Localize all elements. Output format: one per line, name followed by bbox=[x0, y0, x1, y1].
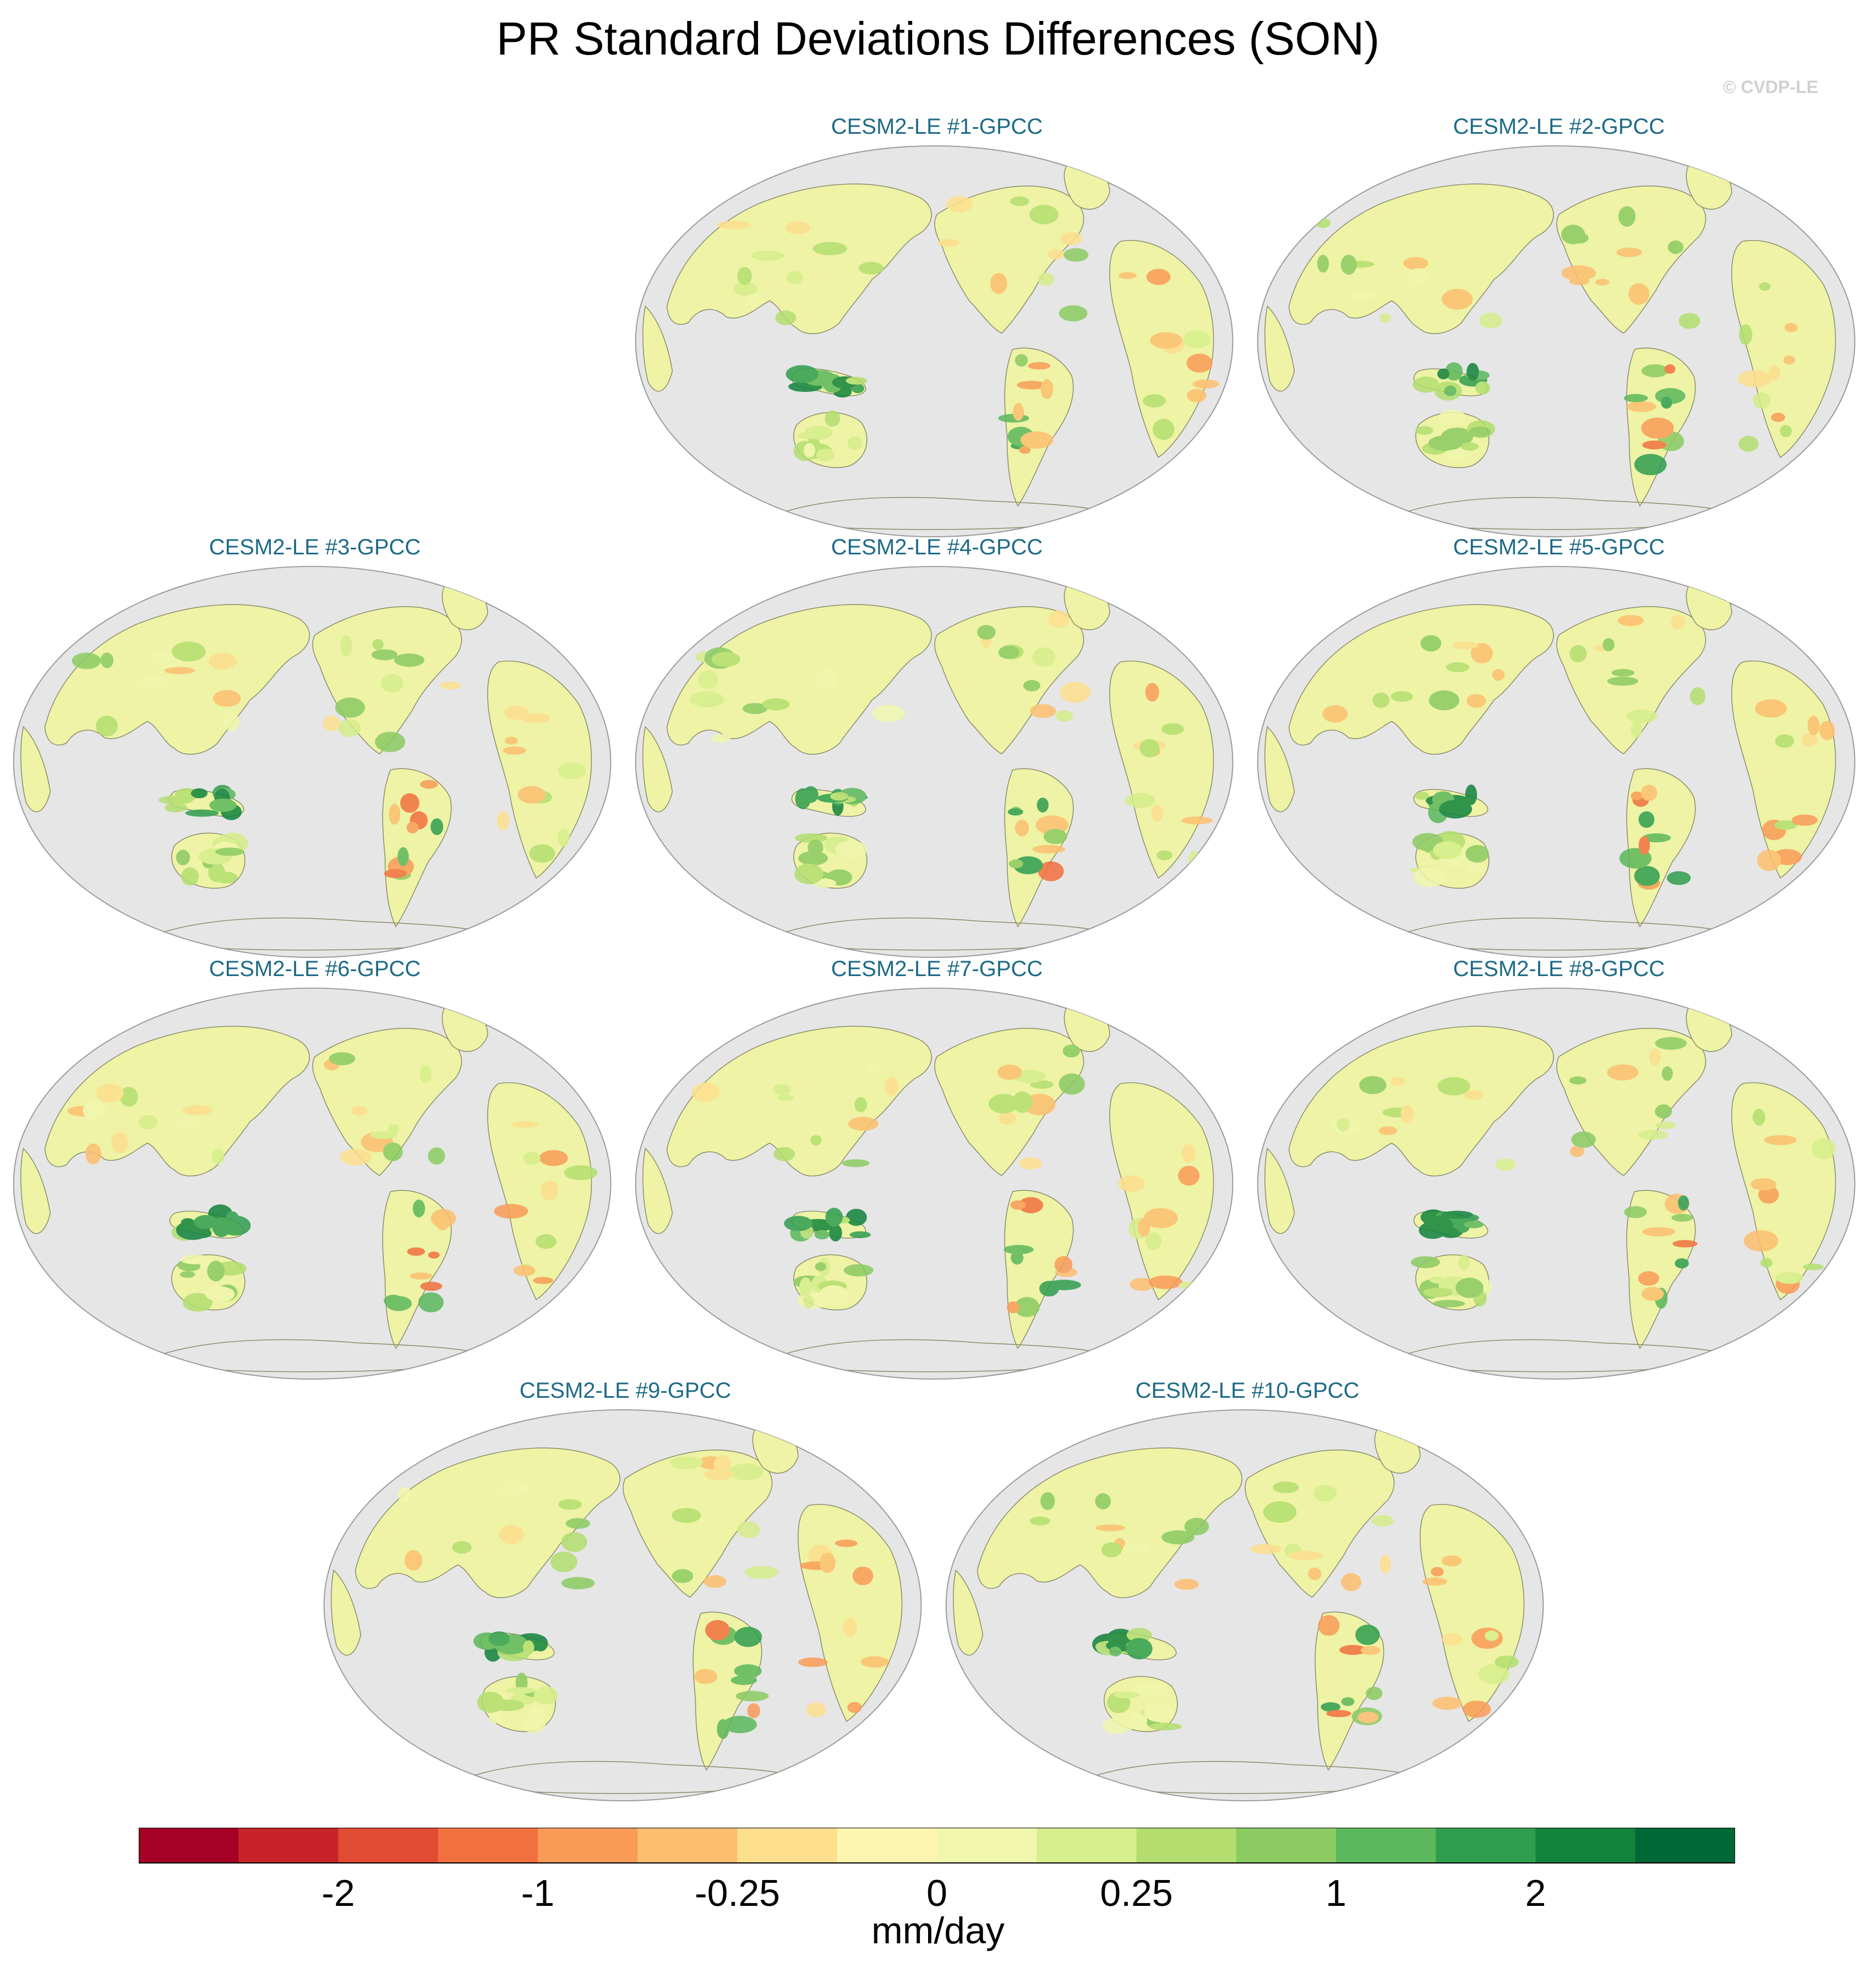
anomaly-pattern bbox=[1029, 1481, 1519, 1734]
colorbar-swatch bbox=[1436, 1828, 1536, 1863]
colorbar-tick-label: 2 bbox=[1525, 1872, 1546, 1914]
anomaly-pattern bbox=[67, 1052, 598, 1312]
map-panel-title: CESM2-LE #7-GPCC bbox=[831, 957, 1043, 981]
colorbar-swatch bbox=[837, 1828, 937, 1863]
map-panel: CESM2-LE #3-GPCC bbox=[7, 535, 623, 959]
world-map bbox=[1257, 145, 1856, 538]
world-map bbox=[323, 1409, 922, 1802]
anomaly-pattern bbox=[689, 610, 1213, 888]
continent-eurasia bbox=[977, 1447, 1242, 1598]
world-map bbox=[635, 565, 1234, 958]
anomaly-pattern bbox=[72, 635, 586, 886]
map-panel-title: CESM2-LE #8-GPCC bbox=[1453, 957, 1665, 981]
continent-africa-left bbox=[642, 305, 673, 392]
colorbar-swatch bbox=[637, 1828, 738, 1863]
continent-africa-left bbox=[20, 726, 51, 813]
continent-africa-right bbox=[1731, 239, 1836, 458]
continent-africa-left bbox=[953, 1569, 984, 1656]
colorbar-tick-label: -2 bbox=[321, 1872, 355, 1914]
colorbar-swatch bbox=[937, 1828, 1037, 1863]
continent-africa-left bbox=[1264, 726, 1295, 813]
map-panel: CESM2-LE #2-GPCC bbox=[1251, 115, 1867, 538]
continent-africa-left bbox=[642, 726, 673, 813]
colorbar-tick-label: 0 bbox=[926, 1872, 947, 1914]
map-panel: CESM2-LE #9-GPCC bbox=[317, 1378, 934, 1802]
colorbar-swatch bbox=[1336, 1828, 1436, 1863]
continent-africa-left bbox=[20, 1147, 51, 1234]
map-panel: CESM2-LE #10-GPCC bbox=[939, 1378, 1556, 1802]
continent-africa-left bbox=[331, 1569, 362, 1656]
map-panel: CESM2-LE #1-GPCC bbox=[629, 115, 1245, 538]
map-panel-title: CESM2-LE #6-GPCC bbox=[209, 957, 421, 981]
colorbar-tick-label: 1 bbox=[1326, 1872, 1346, 1914]
map-panel-title: CESM2-LE #2-GPCC bbox=[1453, 115, 1665, 139]
map-panel-title: CESM2-LE #1-GPCC bbox=[831, 115, 1043, 139]
map-panel-title: CESM2-LE #5-GPCC bbox=[1453, 535, 1665, 559]
continent-south-america bbox=[1626, 1190, 1696, 1349]
colorbar-swatch bbox=[1236, 1828, 1337, 1863]
world-map bbox=[1257, 987, 1856, 1380]
map-panel: CESM2-LE #5-GPCC bbox=[1251, 535, 1867, 959]
colorbar-tick-label: -0.25 bbox=[695, 1872, 780, 1914]
continent-africa-right bbox=[1109, 239, 1214, 458]
colorbar-swatch bbox=[1535, 1828, 1636, 1863]
continent-eurasia bbox=[1288, 1026, 1554, 1176]
map-panel: CESM2-LE #8-GPCC bbox=[1251, 957, 1867, 1381]
continent-north-america bbox=[1556, 186, 1706, 334]
map-panel-title: CESM2-LE #9-GPCC bbox=[519, 1378, 732, 1403]
continent-eurasia bbox=[44, 1026, 310, 1176]
colorbar-swatch bbox=[338, 1828, 439, 1863]
colorbar-units: mm/day bbox=[871, 1910, 1005, 1952]
colorbar-tick-label: -1 bbox=[521, 1872, 555, 1914]
colorbar-swatch bbox=[737, 1828, 838, 1863]
continent-africa-left bbox=[1264, 1147, 1295, 1234]
continent-africa-right bbox=[487, 1082, 592, 1300]
continent-eurasia bbox=[1288, 604, 1554, 755]
continent-north-america bbox=[312, 1028, 462, 1176]
anomaly-pattern bbox=[1315, 206, 1798, 476]
anomaly-pattern bbox=[1329, 1037, 1836, 1309]
map-panel: CESM2-LE #6-GPCC bbox=[7, 957, 623, 1381]
world-map bbox=[945, 1409, 1544, 1802]
figure-title: PR Standard Deviations Differences (SON) bbox=[496, 13, 1380, 64]
map-panel-title: CESM2-LE #10-GPCC bbox=[1135, 1378, 1360, 1403]
map-panel-title: CESM2-LE #4-GPCC bbox=[831, 535, 1043, 559]
world-map bbox=[13, 565, 612, 958]
continent-africa-right bbox=[1731, 1082, 1836, 1300]
map-panel-title: CESM2-LE #3-GPCC bbox=[209, 535, 421, 559]
world-map bbox=[635, 987, 1234, 1380]
map-panel: CESM2-LE #7-GPCC bbox=[629, 957, 1245, 1381]
colorbar-swatch bbox=[238, 1828, 339, 1863]
colorbar-swatch bbox=[1635, 1828, 1735, 1863]
colorbar-swatch bbox=[139, 1828, 239, 1863]
colorbar-swatch bbox=[538, 1828, 638, 1863]
colorbar-tick-label: 0.25 bbox=[1100, 1872, 1173, 1914]
continent-africa-right bbox=[1109, 1082, 1214, 1300]
continent-africa-right bbox=[1109, 660, 1214, 879]
world-map bbox=[13, 987, 612, 1380]
anomaly-pattern bbox=[397, 1455, 889, 1739]
continent-south-america bbox=[382, 768, 452, 928]
world-map bbox=[635, 145, 1234, 538]
watermark: © CVDP-LE bbox=[1723, 77, 1818, 97]
world-map bbox=[1257, 565, 1856, 958]
continent-africa-left bbox=[1264, 305, 1295, 392]
colorbar-swatch bbox=[1136, 1828, 1237, 1863]
colorbar-swatch bbox=[438, 1828, 538, 1863]
continent-africa-left bbox=[642, 1147, 673, 1234]
map-panel: CESM2-LE #4-GPCC bbox=[629, 535, 1245, 959]
colorbar-swatch bbox=[1037, 1828, 1137, 1863]
anomaly-pattern bbox=[1322, 614, 1835, 890]
anomaly-pattern bbox=[716, 196, 1220, 462]
continent-north-america bbox=[623, 1450, 773, 1598]
colorbar bbox=[139, 1828, 1735, 1863]
anomaly-pattern bbox=[691, 1044, 1200, 1317]
